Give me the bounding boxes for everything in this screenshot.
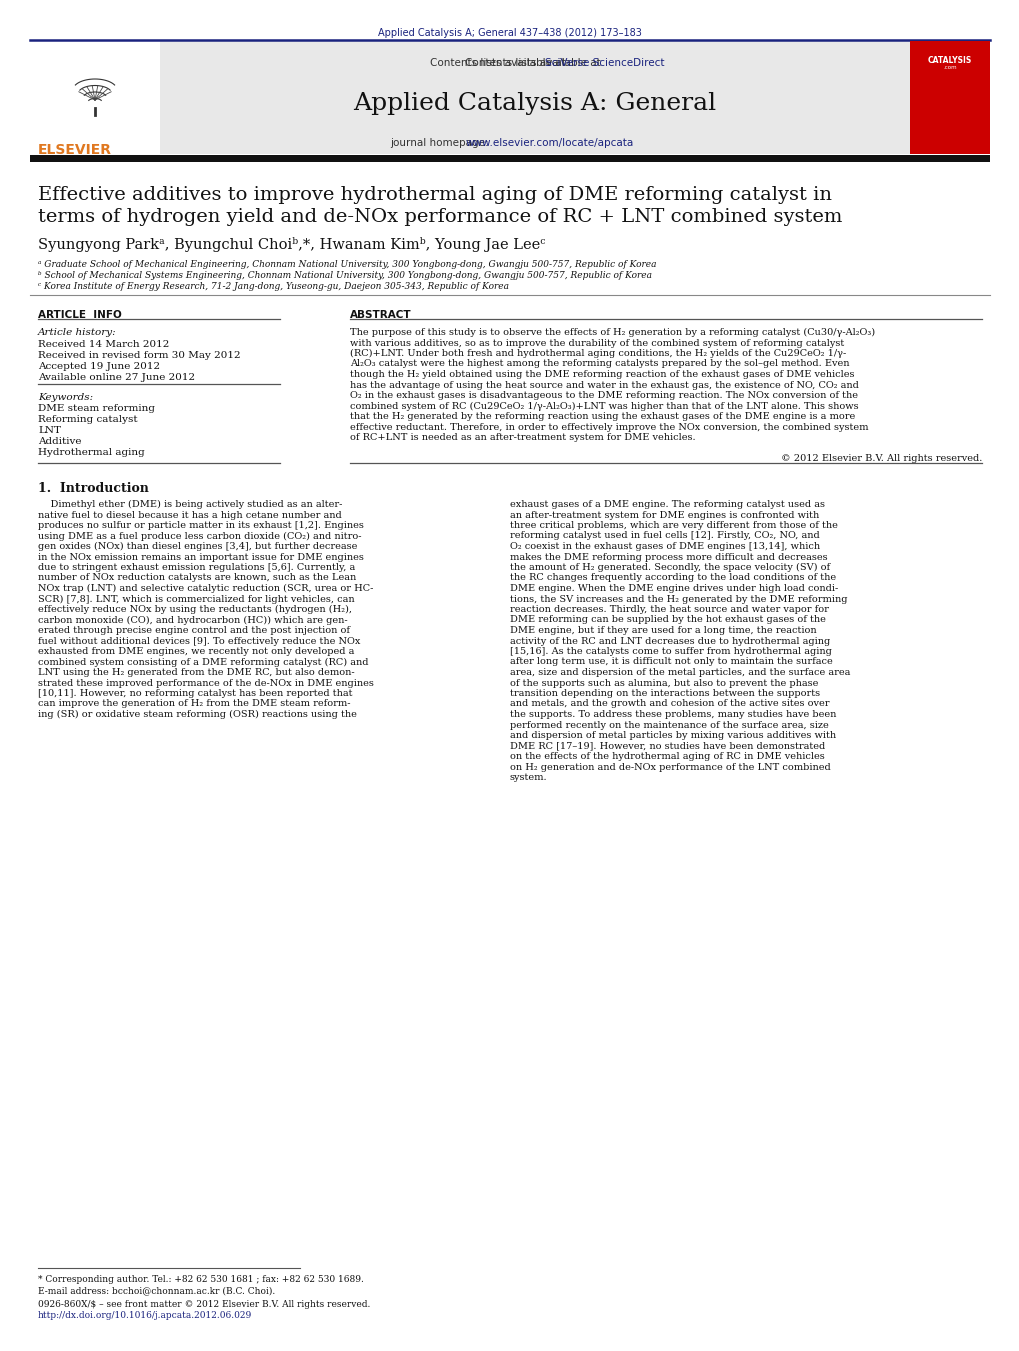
- Text: ing (SR) or oxidative steam reforming (OSR) reactions using the: ing (SR) or oxidative steam reforming (O…: [38, 711, 357, 719]
- Text: effective reductant. Therefore, in order to effectively improve the NOx conversi: effective reductant. Therefore, in order…: [350, 423, 867, 431]
- FancyBboxPatch shape: [909, 41, 989, 154]
- Text: three critical problems, which are very different from those of the: three critical problems, which are very …: [510, 521, 837, 530]
- Text: produces no sulfur or particle matter in its exhaust [1,2]. Engines: produces no sulfur or particle matter in…: [38, 521, 364, 530]
- Text: Received 14 March 2012: Received 14 March 2012: [38, 340, 169, 349]
- Text: reaction decreases. Thirdly, the heat source and water vapor for: reaction decreases. Thirdly, the heat so…: [510, 605, 828, 613]
- Text: www.elsevier.com/locate/apcata: www.elsevier.com/locate/apcata: [465, 138, 633, 149]
- Text: has the advantage of using the heat source and water in the exhaust gas, the exi: has the advantage of using the heat sour…: [350, 381, 858, 389]
- Text: the RC changes frequently according to the load conditions of the: the RC changes frequently according to t…: [510, 574, 836, 582]
- Text: ᵇ School of Mechanical Systems Engineering, Chonnam National University, 300 Yon: ᵇ School of Mechanical Systems Engineeri…: [38, 272, 651, 280]
- Text: [15,16]. As the catalysts come to suffer from hydrothermal aging: [15,16]. As the catalysts come to suffer…: [510, 647, 832, 657]
- Text: effectively reduce NOx by using the reductants (hydrogen (H₂),: effectively reduce NOx by using the redu…: [38, 605, 352, 615]
- Text: http://dx.doi.org/10.1016/j.apcata.2012.06.029: http://dx.doi.org/10.1016/j.apcata.2012.…: [38, 1310, 252, 1320]
- Text: Keywords:: Keywords:: [38, 393, 93, 403]
- Text: O₂ coexist in the exhaust gases of DME engines [13,14], which: O₂ coexist in the exhaust gases of DME e…: [510, 542, 819, 551]
- Text: DME steam reforming: DME steam reforming: [38, 404, 155, 413]
- Text: 1.  Introduction: 1. Introduction: [38, 482, 149, 494]
- Text: (RC)+LNT. Under both fresh and hydrothermal aging conditions, the H₂ yields of t: (RC)+LNT. Under both fresh and hydrother…: [350, 349, 846, 358]
- Text: strated these improved performance of the de-NOx in DME engines: strated these improved performance of th…: [38, 678, 374, 688]
- Text: that the H₂ generated by the reforming reaction using the exhaust gases of the D: that the H₂ generated by the reforming r…: [350, 412, 854, 422]
- Text: DME engine, but if they are used for a long time, the reaction: DME engine, but if they are used for a l…: [510, 626, 816, 635]
- Text: after long term use, it is difficult not only to maintain the surface: after long term use, it is difficult not…: [510, 658, 832, 666]
- Text: exhausted from DME engines, we recently not only developed a: exhausted from DME engines, we recently …: [38, 647, 354, 657]
- Text: Available online 27 June 2012: Available online 27 June 2012: [38, 373, 195, 382]
- Text: due to stringent exhaust emission regulations [5,6]. Currently, a: due to stringent exhaust emission regula…: [38, 563, 355, 571]
- Text: ELSEVIER: ELSEVIER: [38, 143, 112, 157]
- Text: The purpose of this study is to observe the effects of H₂ generation by a reform: The purpose of this study is to observe …: [350, 328, 874, 338]
- Text: carbon monoxide (CO), and hydrocarbon (HC)) which are gen-: carbon monoxide (CO), and hydrocarbon (H…: [38, 616, 347, 624]
- Text: activity of the RC and LNT decreases due to hydrothermal aging: activity of the RC and LNT decreases due…: [510, 636, 829, 646]
- Text: fuel without additional devices [9]. To effectively reduce the NOx: fuel without additional devices [9]. To …: [38, 636, 360, 646]
- Text: .com: .com: [943, 65, 956, 70]
- Text: Effective additives to improve hydrothermal aging of DME reforming catalyst in: Effective additives to improve hydrother…: [38, 186, 832, 204]
- Text: gen oxides (NOx) than diesel engines [3,4], but further decrease: gen oxides (NOx) than diesel engines [3,…: [38, 542, 357, 551]
- Text: Additive: Additive: [38, 436, 82, 446]
- Text: and metals, and the growth and cohesion of the active sites over: and metals, and the growth and cohesion …: [510, 700, 828, 708]
- Text: * Corresponding author. Tel.: +82 62 530 1681 ; fax: +82 62 530 1689.: * Corresponding author. Tel.: +82 62 530…: [38, 1275, 364, 1283]
- Text: ᶜ Korea Institute of Energy Research, 71-2 Jang-dong, Yuseong-gu, Daejeon 305-34: ᶜ Korea Institute of Energy Research, 71…: [38, 282, 508, 290]
- Text: makes the DME reforming process more difficult and decreases: makes the DME reforming process more dif…: [510, 553, 826, 562]
- Text: on the effects of the hydrothermal aging of RC in DME vehicles: on the effects of the hydrothermal aging…: [510, 753, 824, 761]
- Text: on H₂ generation and de-NOx performance of the LNT combined: on H₂ generation and de-NOx performance …: [510, 762, 829, 771]
- Text: tions, the SV increases and the H₂ generated by the DME reforming: tions, the SV increases and the H₂ gener…: [510, 594, 847, 604]
- Text: 0926-860X/$ – see front matter © 2012 Elsevier B.V. All rights reserved.: 0926-860X/$ – see front matter © 2012 El…: [38, 1300, 370, 1309]
- Text: ARTICLE  INFO: ARTICLE INFO: [38, 309, 121, 320]
- Text: native fuel to diesel because it has a high cetane number and: native fuel to diesel because it has a h…: [38, 511, 341, 520]
- Text: E-mail address: bcchoi@chonnam.ac.kr (B.C. Choi).: E-mail address: bcchoi@chonnam.ac.kr (B.…: [38, 1286, 275, 1296]
- Text: DME RC [17–19]. However, no studies have been demonstrated: DME RC [17–19]. However, no studies have…: [510, 742, 824, 751]
- Text: CATALYSIS: CATALYSIS: [927, 55, 971, 65]
- Text: performed recently on the maintenance of the surface area, size: performed recently on the maintenance of…: [510, 720, 828, 730]
- Text: Applied Catalysis A; General 437–438 (2012) 173–183: Applied Catalysis A; General 437–438 (20…: [378, 28, 641, 38]
- FancyBboxPatch shape: [30, 155, 989, 162]
- Text: using DME as a fuel produce less carbon dioxide (CO₂) and nitro-: using DME as a fuel produce less carbon …: [38, 531, 361, 540]
- Text: of RC+LNT is needed as an after-treatment system for DME vehicles.: of RC+LNT is needed as an after-treatmen…: [350, 434, 695, 442]
- Text: the supports. To address these problems, many studies have been: the supports. To address these problems,…: [510, 711, 836, 719]
- Text: an after-treatment system for DME engines is confronted with: an after-treatment system for DME engine…: [510, 511, 818, 520]
- Text: Contents lists available at: Contents lists available at: [430, 58, 569, 68]
- FancyBboxPatch shape: [30, 41, 160, 154]
- Text: LNT: LNT: [38, 426, 61, 435]
- Text: ABSTRACT: ABSTRACT: [350, 309, 412, 320]
- Text: Reforming catalyst: Reforming catalyst: [38, 415, 138, 424]
- Text: ᵃ Graduate School of Mechanical Engineering, Chonnam National University, 300 Yo: ᵃ Graduate School of Mechanical Engineer…: [38, 259, 656, 269]
- Text: exhaust gases of a DME engine. The reforming catalyst used as: exhaust gases of a DME engine. The refor…: [510, 500, 824, 509]
- Text: though the H₂ yield obtained using the DME reforming reaction of the exhaust gas: though the H₂ yield obtained using the D…: [350, 370, 854, 380]
- Text: LNT using the H₂ generated from the DME RC, but also demon-: LNT using the H₂ generated from the DME …: [38, 667, 355, 677]
- Text: can improve the generation of H₂ from the DME steam reform-: can improve the generation of H₂ from th…: [38, 700, 351, 708]
- Text: journal homepage:: journal homepage:: [389, 138, 491, 149]
- Text: Accepted 19 June 2012: Accepted 19 June 2012: [38, 362, 160, 372]
- Text: combined system of RC (Cu29CeO₂ 1/γ-Al₂O₃)+LNT was higher than that of the LNT a: combined system of RC (Cu29CeO₂ 1/γ-Al₂O…: [350, 401, 858, 411]
- Text: DME engine. When the DME engine drives under high load condi-: DME engine. When the DME engine drives u…: [510, 584, 838, 593]
- Text: of the supports such as alumina, but also to prevent the phase: of the supports such as alumina, but als…: [510, 678, 817, 688]
- Text: DME reforming can be supplied by the hot exhaust gases of the: DME reforming can be supplied by the hot…: [510, 616, 825, 624]
- Text: system.: system.: [510, 773, 547, 782]
- FancyBboxPatch shape: [160, 41, 909, 154]
- Text: the amount of H₂ generated. Secondly, the space velocity (SV) of: the amount of H₂ generated. Secondly, th…: [510, 563, 829, 571]
- Text: combined system consisting of a DME reforming catalyst (RC) and: combined system consisting of a DME refo…: [38, 658, 368, 666]
- Text: number of NOx reduction catalysts are known, such as the Lean: number of NOx reduction catalysts are kn…: [38, 574, 356, 582]
- Text: in the NOx emission remains an important issue for DME engines: in the NOx emission remains an important…: [38, 553, 364, 562]
- Text: area, size and dispersion of the metal particles, and the surface area: area, size and dispersion of the metal p…: [510, 667, 850, 677]
- Text: Applied Catalysis A: General: Applied Catalysis A: General: [354, 92, 716, 115]
- Text: SCR) [7,8]. LNT, which is commercialized for light vehicles, can: SCR) [7,8]. LNT, which is commercialized…: [38, 594, 355, 604]
- Text: Dimethyl ether (DME) is being actively studied as an alter-: Dimethyl ether (DME) is being actively s…: [38, 500, 342, 509]
- Text: NOx trap (LNT) and selective catalytic reduction (SCR, urea or HC-: NOx trap (LNT) and selective catalytic r…: [38, 584, 373, 593]
- Text: O₂ in the exhaust gases is disadvantageous to the DME reforming reaction. The NO: O₂ in the exhaust gases is disadvantageo…: [350, 390, 857, 400]
- Text: transition depending on the interactions between the supports: transition depending on the interactions…: [510, 689, 819, 698]
- Text: reforming catalyst used in fuel cells [12]. Firstly, CO₂, NO, and: reforming catalyst used in fuel cells [1…: [510, 531, 819, 540]
- Text: and dispersion of metal particles by mixing various additives with: and dispersion of metal particles by mix…: [510, 731, 836, 740]
- Text: terms of hydrogen yield and de-NOx performance of RC + LNT combined system: terms of hydrogen yield and de-NOx perfo…: [38, 208, 842, 226]
- Text: [10,11]. However, no reforming catalyst has been reported that: [10,11]. However, no reforming catalyst …: [38, 689, 353, 698]
- Text: Hydrothermal aging: Hydrothermal aging: [38, 449, 145, 457]
- Text: Syungyong Parkᵃ, Byungchul Choiᵇ,*, Hwanam Kimᵇ, Young Jae Leeᶜ: Syungyong Parkᵃ, Byungchul Choiᵇ,*, Hwan…: [38, 236, 545, 253]
- Text: SciVerse ScienceDirect: SciVerse ScienceDirect: [544, 58, 663, 68]
- Text: erated through precise engine control and the post injection of: erated through precise engine control an…: [38, 626, 350, 635]
- Text: Al₂O₃ catalyst were the highest among the reforming catalysts prepared by the so: Al₂O₃ catalyst were the highest among th…: [350, 359, 849, 369]
- Text: with various additives, so as to improve the durability of the combined system o: with various additives, so as to improve…: [350, 339, 844, 347]
- Text: Article history:: Article history:: [38, 328, 116, 336]
- Text: Received in revised form 30 May 2012: Received in revised form 30 May 2012: [38, 351, 240, 359]
- Text: Contents lists available at: Contents lists available at: [465, 58, 604, 68]
- Text: © 2012 Elsevier B.V. All rights reserved.: © 2012 Elsevier B.V. All rights reserved…: [780, 454, 981, 463]
